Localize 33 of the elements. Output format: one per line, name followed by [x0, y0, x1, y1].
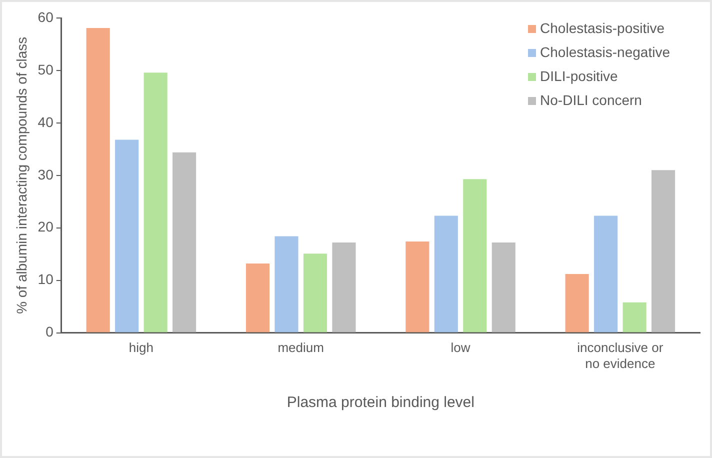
bar — [86, 28, 110, 332]
bar — [274, 236, 298, 332]
legend-label: Cholestasis-negative — [539, 43, 670, 62]
y-tick-label: 60 — [38, 8, 54, 25]
y-tick-label: 40 — [38, 114, 54, 130]
y-axis-title: % of albumin interacting compounds of class — [13, 36, 30, 314]
legend-label: DILI-positive — [539, 67, 619, 86]
bar — [594, 216, 618, 332]
bar — [144, 72, 168, 332]
x-tick-label: low — [450, 340, 471, 356]
y-tick-label: 0 — [46, 324, 54, 340]
bar — [406, 242, 430, 332]
x-tick-label: high — [128, 340, 154, 356]
bar — [463, 179, 487, 332]
y-tick-label: 50 — [38, 61, 54, 78]
bar — [492, 242, 516, 332]
x-tick-label: medium — [278, 340, 324, 356]
x-tick-label: inconclusive or no evidence — [577, 340, 664, 371]
y-tick-label: 10 — [38, 271, 54, 288]
bar — [434, 216, 458, 332]
bar — [332, 242, 356, 332]
legend-label: Cholestasis-positive — [539, 19, 666, 38]
bar — [172, 152, 196, 332]
bar — [246, 264, 270, 332]
bar — [651, 170, 676, 332]
legend-label: No-DILI concern — [539, 91, 643, 110]
y-tick-label: 20 — [38, 218, 54, 235]
bar — [565, 274, 589, 332]
bar — [622, 302, 646, 332]
x-axis-title: Plasma protein binding level — [286, 394, 474, 412]
bar — [303, 254, 328, 332]
y-tick-label: 30 — [38, 166, 54, 182]
bar — [115, 140, 139, 332]
